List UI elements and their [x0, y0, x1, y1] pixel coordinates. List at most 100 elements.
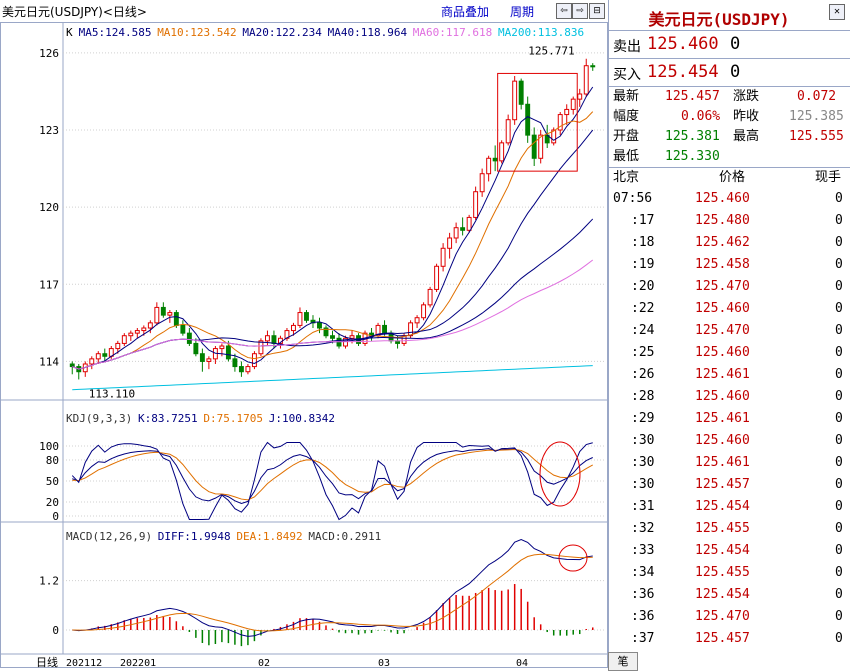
high-value: 125.555 [789, 129, 844, 144]
candle [557, 114, 563, 131]
tick-row: 07:56 125.460 0 [609, 188, 850, 210]
tick-qty: 0 [835, 521, 843, 536]
candle [304, 312, 309, 321]
candle [330, 335, 335, 339]
candle [89, 358, 95, 365]
tick-row: :19 125.458 0 [609, 254, 850, 276]
tick-price: 125.470 [695, 279, 750, 294]
tick-time: :36 [631, 609, 655, 624]
tick-time: :30 [631, 433, 655, 448]
candle [499, 142, 505, 162]
candle [564, 108, 570, 116]
candle [134, 330, 140, 334]
candle [128, 332, 134, 337]
candle [453, 227, 459, 239]
candle [232, 358, 238, 368]
candle [349, 335, 355, 339]
tick-qty: 0 [835, 499, 843, 514]
tick-price: 125.458 [695, 257, 750, 272]
tick-row: :28 125.460 0 [609, 386, 850, 408]
tick-time: :19 [631, 257, 655, 272]
candle [460, 227, 466, 231]
kdj-tick-label: 80 [46, 454, 59, 467]
price-tick-label: 114 [39, 355, 59, 368]
chart-title-bar: 美元日元(USDJPY)<日线> 商品叠加 周期 ⇦ ⇨ ⊟ [0, 0, 608, 23]
tick-time: :25 [631, 345, 655, 360]
xaxis-label: 日线 [36, 655, 58, 669]
candle [382, 324, 388, 334]
tick-price: 125.460 [695, 389, 750, 404]
kdj-line [72, 449, 593, 501]
tab-trades[interactable]: 笔 [608, 652, 638, 671]
tick-row: :22 125.460 0 [609, 298, 850, 320]
scroll-right-button[interactable]: ⇨ [572, 3, 588, 19]
xaxis-tick-label: 04 [516, 658, 528, 669]
tick-row: :25 125.460 0 [609, 342, 850, 364]
tick-time: :22 [631, 301, 655, 316]
ma-legend-item: MA200:113.836 [498, 26, 584, 39]
close-icon[interactable]: ✕ [829, 4, 845, 20]
candle [95, 353, 101, 360]
ma-legend-item: MA10:123.542 [157, 26, 236, 39]
candle [297, 312, 303, 326]
kline-chart[interactable]: 126 123 120 117 114 K MA5:124.585 MA10:123.542 M… [0, 22, 608, 669]
macd-tick-label: 0 [52, 624, 59, 637]
tick-price: 125.480 [695, 213, 750, 228]
candle [577, 93, 583, 100]
ma-legend-item: MA20:122.234 [242, 26, 322, 39]
candle [590, 65, 596, 68]
candle [154, 306, 160, 324]
candle [199, 353, 205, 362]
tick-list: 北京 价格 现手 07:56 125.460 0:17 125.480 0:18 125.… [609, 168, 850, 650]
period-link[interactable]: 周期 [510, 5, 535, 19]
candle [271, 335, 277, 344]
tick-price: 125.460 [695, 301, 750, 316]
candle [512, 80, 518, 121]
tick-row: :36 125.470 0 [609, 606, 850, 628]
tick-header: 北京 价格 现手 [609, 168, 850, 188]
macd-legend-item: MACD:0.2911 [308, 530, 381, 543]
kdj-tick-label: 100 [39, 440, 59, 453]
ma-line [72, 86, 594, 370]
overlay-link[interactable]: 商品叠加 [441, 5, 490, 19]
col-price: 价格 [719, 170, 746, 185]
kdj-legend-item: K:83.7251 [138, 412, 198, 425]
tick-time: :26 [631, 367, 655, 382]
tick-time: :36 [631, 587, 655, 602]
quote-panel: 美元日元(USDJPY) ✕ 卖出 125.460 0 买入 125.454 0… [608, 0, 850, 669]
tick-row: :31 125.454 0 [609, 496, 850, 518]
stats-block: 最新 125.457 涨跌 0.072 幅度 0.06% 昨收 125.385 … [609, 87, 850, 168]
kdj-tick-label: 50 [46, 475, 59, 488]
tick-row: :32 125.455 0 [609, 518, 850, 540]
price-tick-label: 123 [39, 124, 59, 137]
kdj-legend-item: J:100.8342 [269, 412, 335, 425]
tick-qty: 0 [835, 213, 843, 228]
tick-time: :24 [631, 323, 655, 338]
candle [121, 335, 127, 344]
tick-row: :30 125.460 0 [609, 430, 850, 452]
candle [291, 324, 296, 332]
tick-qty: 0 [835, 609, 843, 624]
scroll-left-button[interactable]: ⇦ [556, 3, 572, 19]
ma-legend-item: MA60:117.618 [413, 26, 492, 39]
low-label: 最低 [613, 149, 640, 164]
col-qty: 现手 [815, 170, 842, 185]
macd-legend-item: DEA:1.8492 [236, 530, 302, 543]
candle [317, 322, 322, 329]
instrument-name: 美元日元(USDJPY) [648, 10, 790, 29]
candle [492, 157, 498, 162]
xaxis-tick-label: 02 [258, 658, 270, 669]
candle [551, 129, 557, 144]
tick-row: :24 125.470 0 [609, 320, 850, 342]
latest-label: 最新 [613, 89, 640, 104]
buy-label: 买入 [613, 67, 641, 83]
tick-qty: 0 [835, 411, 843, 426]
collapse-button[interactable]: ⊟ [589, 3, 605, 19]
tick-time: :37 [631, 631, 655, 646]
tick-qty: 0 [835, 301, 843, 316]
candle [173, 312, 179, 326]
candle [447, 237, 453, 249]
tick-rows: 07:56 125.460 0:17 125.480 0:18 125.462 0:19 12… [609, 188, 850, 650]
high-label: 最高 [733, 129, 760, 144]
tick-row: :36 125.454 0 [609, 584, 850, 606]
